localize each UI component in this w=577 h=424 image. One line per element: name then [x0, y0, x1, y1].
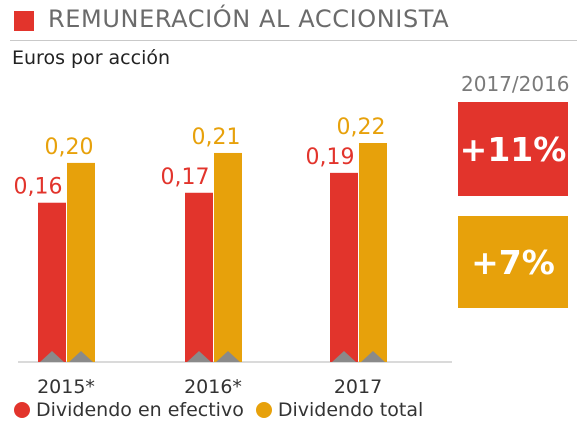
- data-label-cash-2: 0,19: [306, 145, 355, 170]
- bar-cash-0: [38, 202, 66, 362]
- bar-base-marker-0-0: [40, 351, 64, 362]
- legend-label-cash: Dividendo en efectivo: [36, 399, 244, 421]
- legend-item-cash: Dividendo en efectivo: [14, 399, 244, 421]
- x-tick-label-2: 2017: [334, 376, 382, 398]
- header-divider: [10, 40, 577, 41]
- title-marker: [14, 11, 34, 31]
- legend-swatch-total: [255, 402, 272, 418]
- total-change-value: +7%: [471, 242, 555, 282]
- data-label-total-1: 0,21: [192, 125, 241, 150]
- x-tick-label-0: 2015*: [37, 376, 95, 398]
- chart-subtitle: Euros por acción: [12, 47, 171, 69]
- bar-cash-2: [330, 172, 358, 362]
- legend: Dividendo en efectivo Dividendo total: [14, 399, 435, 421]
- bar-base-marker-0-1: [187, 351, 211, 362]
- legend-label-total: Dividendo total: [277, 399, 424, 421]
- data-label-total-0: 0,20: [45, 135, 94, 160]
- chart-title: REMUNERACIÓN AL ACCIONISTA: [48, 5, 450, 33]
- comparison-period: 2017/2016: [461, 72, 570, 96]
- x-tick-label-1: 2016*: [184, 376, 242, 398]
- cash-change-value: +11%: [459, 129, 567, 169]
- data-label-cash-0: 0,16: [14, 175, 63, 200]
- data-label-cash-1: 0,17: [161, 165, 210, 190]
- legend-swatch-cash: [14, 402, 30, 418]
- bar-total-0: [67, 162, 95, 362]
- bar-total-2: [359, 143, 387, 362]
- bar-base-marker-0-2: [332, 351, 356, 362]
- bar-base-marker-1-2: [361, 351, 385, 362]
- cash-change-box: +11%: [458, 102, 568, 196]
- data-label-total-2: 0,22: [337, 115, 386, 140]
- bar-cash-1: [185, 192, 213, 362]
- bar-total-1: [214, 152, 242, 362]
- legend-item-total: Dividendo total: [255, 399, 424, 421]
- bar-base-marker-1-1: [216, 351, 240, 362]
- bar-base-marker-1-0: [69, 351, 93, 362]
- total-change-box: +7%: [458, 216, 568, 308]
